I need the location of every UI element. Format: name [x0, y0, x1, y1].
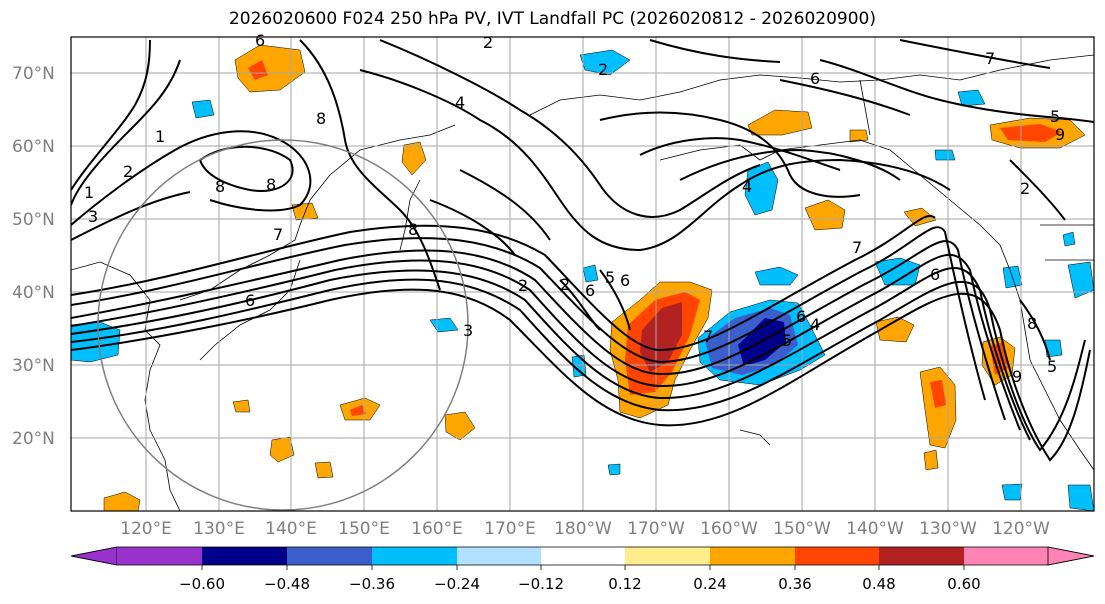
colorbar-tick-label: 0.24: [693, 575, 726, 593]
contour-label: 8: [1027, 314, 1037, 333]
contour-label: 2: [560, 275, 570, 294]
contour-label: 8: [408, 220, 418, 239]
map-area: [71, 37, 1094, 511]
contour-label: 6: [245, 291, 255, 310]
contour-label: 5: [605, 268, 615, 287]
colorbar-tick-label: 0.48: [862, 575, 895, 593]
contour-label: 7: [273, 225, 283, 244]
contour-label: 1: [84, 183, 94, 202]
lat-label: 40°N: [12, 283, 55, 303]
colorbar-segment: [710, 547, 795, 565]
map-frame: [70, 36, 1095, 512]
contour-label: 2: [598, 60, 608, 79]
contour-label: 1: [155, 127, 165, 146]
lat-label: 20°N: [12, 429, 55, 449]
contour-label: 4: [742, 177, 752, 196]
lon-label: 140°E: [265, 519, 317, 539]
colorbar-segment: [457, 547, 541, 565]
colorbar-segment: [202, 547, 287, 565]
lon-label: 170°W: [627, 519, 685, 539]
colorbar-segment: [879, 547, 964, 565]
contour-label: 6: [930, 265, 940, 284]
pv-contours: [71, 39, 1094, 462]
lon-label: 160°W: [700, 519, 758, 539]
contour-label: 8: [266, 175, 276, 194]
contour-label: 7: [852, 238, 862, 257]
colorbar-tick-label: 0.60: [947, 575, 980, 593]
contour-label: 6: [255, 31, 265, 50]
colorbar-segment: [117, 547, 202, 565]
lon-label: 140°W: [846, 519, 904, 539]
contour-label: 7: [703, 327, 713, 346]
contour-label: 6: [810, 69, 820, 88]
map-title: 2026020600 F024 250 hPa PV, IVT Landfall…: [228, 9, 876, 29]
lon-label: 130°E: [193, 519, 245, 539]
colorbar: −0.60 −0.48 −0.36 −0.24 −0.12 0.12 0.24 …: [70, 546, 1095, 593]
graticule: [71, 37, 1094, 511]
colorbar-extend-high: [1047, 546, 1095, 566]
contour-label: 5: [782, 331, 792, 350]
contour-label: 6: [585, 281, 595, 300]
lat-label: 30°N: [12, 356, 55, 376]
contour-label: 4: [455, 93, 465, 112]
contour-label: 3: [463, 321, 473, 340]
contour-label: 2: [123, 162, 133, 181]
contour-labels: 6 2 6 5 8 4 2 1 3 1 2 7 8 8 7 6 6 5 4 7 …: [84, 31, 1065, 386]
colorbar-tick-label: −0.24: [434, 575, 480, 593]
contour-label: 2: [1020, 179, 1030, 198]
contour-label: 2: [518, 276, 528, 295]
colorbar-tick-label: −0.48: [264, 575, 310, 593]
lon-label: 150°E: [338, 519, 390, 539]
contour-label: 9: [1012, 367, 1022, 386]
contour-label: 6: [796, 307, 806, 326]
lon-label: 120°E: [120, 519, 172, 539]
colorbar-segment: [541, 547, 625, 565]
contour-label: 8: [316, 109, 326, 128]
contour-label: 5: [1047, 357, 1057, 376]
colorbar-segment: [964, 547, 1048, 565]
contour-label: 2: [483, 33, 493, 52]
contour-label: 3: [88, 207, 98, 226]
lon-label: 150°W: [773, 519, 831, 539]
reference-circle: [97, 139, 469, 511]
contour-label: 6: [620, 271, 630, 290]
colorbar-extend-low: [70, 546, 118, 566]
colorbar-tick-label: −0.12: [518, 575, 564, 593]
lon-label: 130°W: [919, 519, 977, 539]
lat-label: 50°N: [12, 210, 55, 230]
contour-label: 9: [1055, 125, 1065, 144]
contour-label: 4: [810, 315, 820, 334]
colorbar-tick-label: −0.60: [179, 575, 225, 593]
lon-label: 120°W: [992, 519, 1050, 539]
colorbar-tick-label: 0.12: [608, 575, 641, 593]
lon-label: 170°E: [484, 519, 536, 539]
colorbar-segment: [795, 547, 879, 565]
lat-label: 60°N: [12, 137, 55, 157]
colorbar-segment: [625, 547, 710, 565]
colorbar-segment: [287, 547, 372, 565]
latitude-labels: 70°N 60°N 50°N 40°N 30°N 20°N: [12, 64, 55, 449]
contour-label: 7: [985, 49, 995, 68]
colorbar-tick-label: 0.36: [778, 575, 811, 593]
contour-label: 8: [215, 177, 225, 196]
lon-label: 180°W: [554, 519, 612, 539]
colorbar-tick-label: −0.36: [349, 575, 395, 593]
lat-label: 70°N: [12, 64, 55, 84]
colorbar-segment: [372, 547, 457, 565]
longitude-labels: 120°E 130°E 140°E 150°E 160°E 170°E 180°…: [120, 519, 1050, 539]
lon-label: 160°E: [411, 519, 463, 539]
contour-label: 5: [1050, 107, 1060, 126]
